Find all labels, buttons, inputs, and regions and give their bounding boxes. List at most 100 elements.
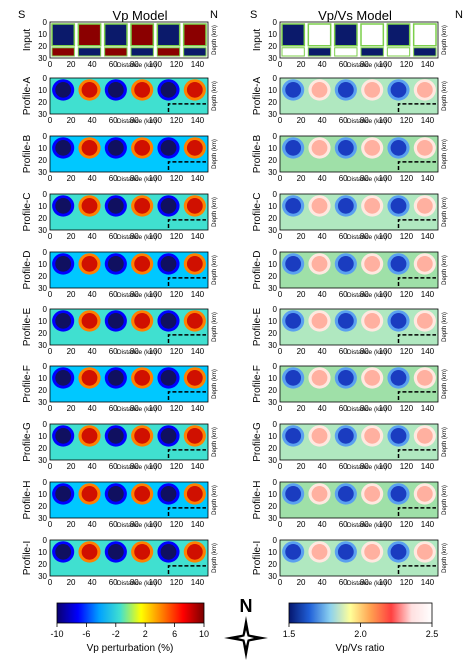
x-tick-label: 80	[130, 404, 139, 413]
x-tick-label: 60	[109, 578, 118, 587]
anomaly-core	[337, 198, 354, 214]
x-tick-label: 140	[421, 232, 435, 241]
y-tick-label: 30	[268, 341, 277, 350]
y-tick-label: 20	[268, 386, 277, 395]
coverage-boundary	[167, 277, 206, 286]
panel-frame	[49, 21, 209, 59]
x-tick-label: 140	[421, 520, 435, 529]
x-tick-label: 40	[88, 578, 97, 587]
y-tick-label: 0	[273, 74, 278, 83]
coverage-boundary	[167, 391, 206, 400]
y-tick-label: 30	[268, 226, 277, 235]
x-tick-label: 0	[278, 347, 283, 356]
input-block-top	[307, 23, 332, 47]
x-tick-label: 100	[379, 290, 393, 299]
row-label: Profile-D	[252, 251, 263, 290]
anomaly-core	[416, 370, 433, 386]
depth-axis-label: Depth (km)	[212, 427, 218, 457]
x-tick-label: 0	[278, 290, 283, 299]
y-tick-label: 10	[268, 86, 277, 95]
anomaly-core	[390, 428, 407, 444]
anomaly-core	[311, 198, 328, 214]
y-tick-label: 0	[43, 362, 48, 371]
input-block-bottom	[130, 47, 154, 57]
x-tick-label: 20	[67, 347, 76, 356]
x-tick-label: 0	[48, 290, 53, 299]
y-tick-label: 30	[268, 168, 277, 177]
x-tick-label: 0	[48, 232, 53, 241]
row-label: Profile-A	[252, 77, 263, 116]
x-tick-label: 60	[109, 462, 118, 471]
anomaly-core	[107, 198, 124, 214]
x-tick-label: 0	[48, 347, 53, 356]
x-tick-label: 120	[400, 578, 414, 587]
distance-axis-label: Distance (km)	[347, 406, 387, 413]
anomaly-core	[337, 82, 354, 98]
vpvs-colorbar-label: Vp/Vs ratio	[336, 643, 385, 654]
y-tick-label: 0	[273, 478, 278, 487]
distance-axis-label: Distance (km)	[117, 234, 157, 241]
anomaly-core	[416, 428, 433, 444]
y-tick-label: 10	[38, 374, 47, 383]
coverage-boundary	[167, 449, 206, 458]
coverage-boundary	[167, 334, 206, 343]
anomaly-core	[134, 198, 151, 214]
x-tick-label: 140	[421, 404, 435, 413]
anomaly-core	[55, 544, 72, 560]
x-tick-label: 20	[67, 578, 76, 587]
y-tick-label: 30	[38, 341, 47, 350]
y-tick-label: 20	[38, 502, 47, 511]
anomaly-core	[134, 313, 151, 329]
input-block-top	[156, 23, 181, 47]
x-tick-label: 20	[297, 578, 306, 587]
x-tick-label: 20	[297, 116, 306, 125]
x-tick-label: 20	[67, 404, 76, 413]
panel-frame	[49, 539, 209, 577]
x-tick-label: 20	[67, 174, 76, 183]
x-tick-label: 140	[421, 290, 435, 299]
x-tick-label: 0	[278, 116, 283, 125]
x-tick-label: 80	[130, 290, 139, 299]
anomaly-core	[311, 140, 328, 156]
anomaly-core	[390, 370, 407, 386]
x-tick-label: 100	[149, 290, 163, 299]
anomaly-core	[416, 313, 433, 329]
x-tick-label: 80	[130, 60, 139, 69]
x-tick-label: 40	[88, 347, 97, 356]
x-tick-label: 60	[339, 60, 348, 69]
y-tick-label: 30	[38, 398, 47, 407]
y-tick-label: 30	[268, 54, 277, 63]
anomaly-core	[55, 486, 72, 502]
row-label: Profile-A	[22, 77, 33, 116]
coverage-boundary	[397, 161, 436, 170]
x-tick-label: 100	[149, 60, 163, 69]
anomaly-core	[107, 313, 124, 329]
depth-axis-label: Depth (km)	[212, 485, 218, 515]
x-tick-label: 40	[318, 578, 327, 587]
y-tick-label: 0	[43, 248, 48, 257]
y-tick-label: 10	[38, 30, 47, 39]
distance-axis-label: Distance (km)	[117, 406, 157, 413]
anomaly-core	[134, 486, 151, 502]
anomaly-core	[285, 486, 302, 502]
y-tick-label: 20	[38, 98, 47, 107]
x-tick-label: 20	[297, 60, 306, 69]
distance-axis-label: Distance (km)	[117, 176, 157, 183]
anomaly-core	[337, 256, 354, 272]
x-tick-label: 140	[191, 232, 205, 241]
x-tick-label: 0	[48, 578, 53, 587]
coverage-boundary	[167, 103, 206, 112]
input-block-top	[412, 23, 437, 47]
x-tick-label: 60	[109, 347, 118, 356]
input-block-bottom	[360, 47, 384, 57]
distance-axis-label: Distance (km)	[117, 349, 157, 356]
input-block-top	[77, 23, 102, 47]
input-block-bottom	[183, 47, 207, 57]
vpvs-colorbar	[288, 602, 433, 624]
anomaly-core	[285, 544, 302, 560]
panel-frame	[279, 423, 439, 461]
y-tick-label: 20	[38, 386, 47, 395]
